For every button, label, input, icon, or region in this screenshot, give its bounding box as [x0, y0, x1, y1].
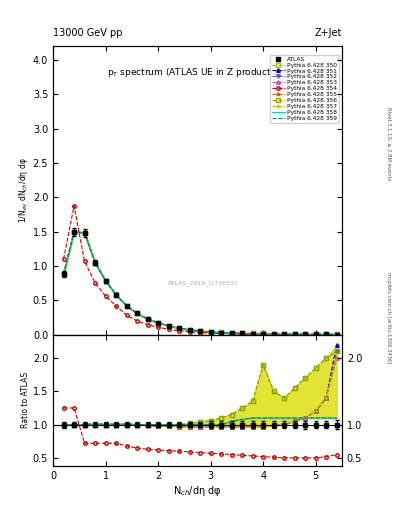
Text: 13000 GeV pp: 13000 GeV pp: [53, 28, 123, 38]
Text: Z+Jet: Z+Jet: [314, 28, 342, 38]
Text: p$_T$ spectrum (ATLAS UE in Z production): p$_T$ spectrum (ATLAS UE in Z production…: [107, 66, 288, 79]
Text: Rivet 3.1.10, ≥ 2.8M events: Rivet 3.1.10, ≥ 2.8M events: [386, 106, 391, 180]
Y-axis label: Ratio to ATLAS: Ratio to ATLAS: [21, 372, 30, 429]
Y-axis label: 1/N$_{ev}$ dN$_{ch}$/dη dφ: 1/N$_{ev}$ dN$_{ch}$/dη dφ: [17, 158, 30, 223]
Text: mcplots.cern.ch [arXiv:1306.3436]: mcplots.cern.ch [arXiv:1306.3436]: [386, 272, 391, 363]
Text: ATLAS_2019_I1736531: ATLAS_2019_I1736531: [168, 280, 239, 286]
Legend: ATLAS, Pythia 6.428 350, Pythia 6.428 351, Pythia 6.428 352, Pythia 6.428 353, P: ATLAS, Pythia 6.428 350, Pythia 6.428 35…: [270, 55, 339, 123]
X-axis label: N$_{ch}$/dη dφ: N$_{ch}$/dη dφ: [173, 483, 222, 498]
